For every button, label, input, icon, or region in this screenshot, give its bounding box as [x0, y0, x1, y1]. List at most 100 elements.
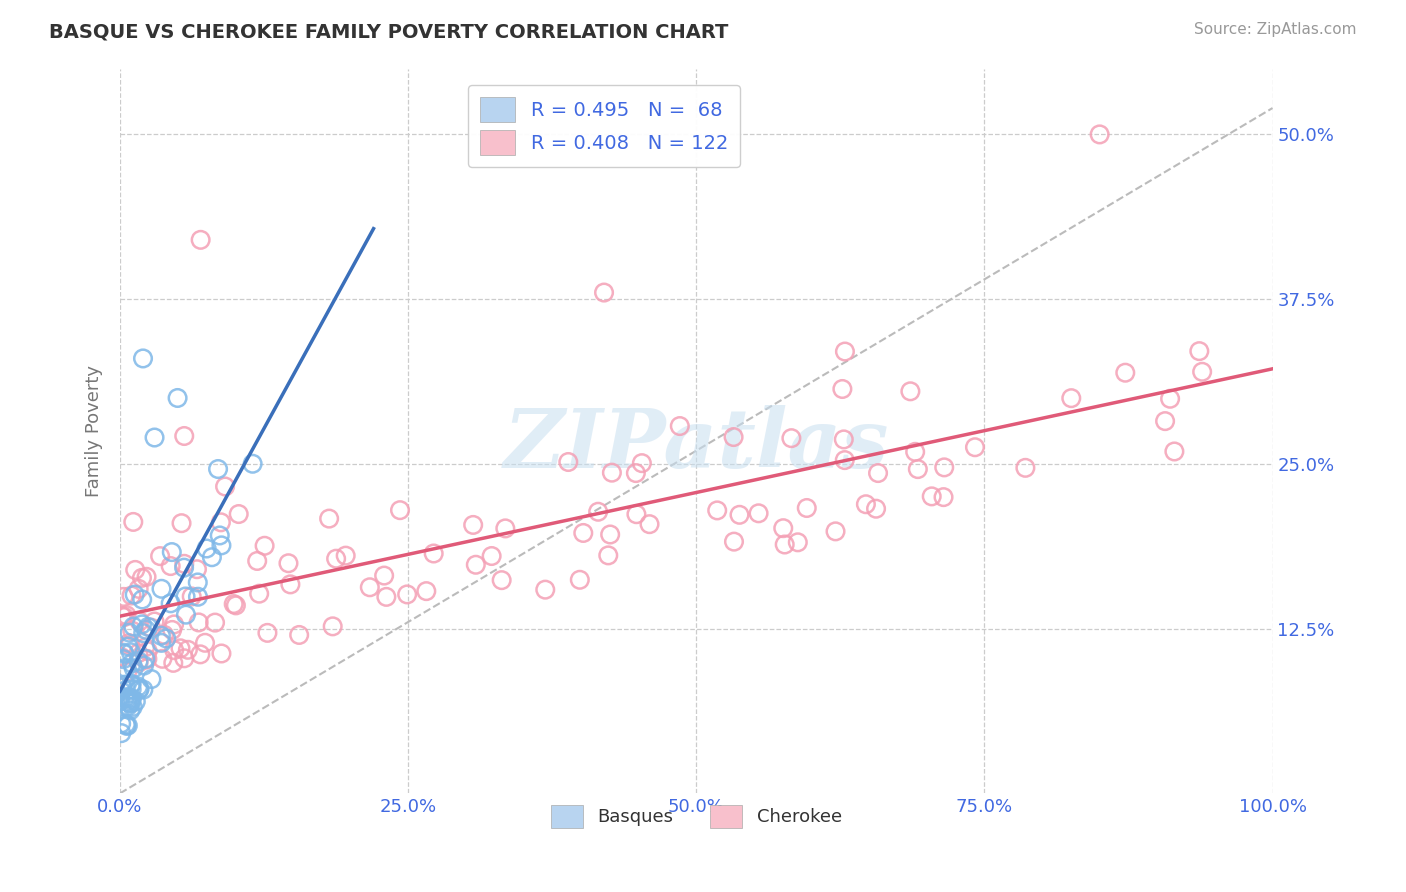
Point [141, 672, 163, 686]
Point [121, 589, 143, 603]
Text: ZIPatlas: ZIPatlas [503, 406, 889, 485]
Point [568, 573, 591, 587]
Point [112, 646, 135, 660]
Point [127, 654, 149, 668]
Point [491, 573, 513, 587]
Point [824, 524, 846, 539]
Point [723, 534, 745, 549]
Point [638, 517, 661, 532]
Point [149, 549, 172, 563]
Point [114, 677, 136, 691]
Point [256, 626, 278, 640]
Point [359, 580, 381, 594]
Point [136, 620, 159, 634]
Point [117, 640, 139, 654]
Point [247, 587, 270, 601]
Point [166, 391, 188, 405]
Point [131, 592, 153, 607]
Point [121, 699, 143, 714]
Point [422, 547, 444, 561]
Point [150, 636, 173, 650]
Point [748, 506, 770, 520]
Point [208, 528, 231, 542]
Point [318, 511, 340, 525]
Point [373, 568, 395, 582]
Point [904, 445, 927, 459]
Point [163, 643, 186, 657]
Point [174, 590, 197, 604]
Point [132, 351, 155, 366]
Point [118, 625, 141, 640]
Point [415, 584, 437, 599]
Point [209, 647, 232, 661]
Point [149, 629, 172, 643]
Point [187, 590, 209, 604]
Point [572, 525, 595, 540]
Point [214, 479, 236, 493]
Point [110, 694, 132, 708]
Point [118, 696, 141, 710]
Point [187, 575, 209, 590]
Point [921, 489, 943, 503]
Point [174, 607, 197, 622]
Point [150, 652, 173, 666]
Point [125, 694, 148, 708]
Point [631, 456, 654, 470]
Legend: Basques, Cherokee: Basques, Cherokee [544, 797, 849, 835]
Point [128, 582, 150, 596]
Point [834, 453, 856, 467]
Point [494, 521, 516, 535]
Point [128, 614, 150, 628]
Point [1114, 366, 1136, 380]
Point [180, 590, 202, 604]
Point [143, 615, 166, 629]
Point [706, 503, 728, 517]
Point [593, 285, 616, 300]
Point [723, 430, 745, 444]
Point [155, 632, 177, 646]
Point [135, 623, 157, 637]
Point [253, 539, 276, 553]
Point [463, 517, 485, 532]
Point [1163, 444, 1185, 458]
Point [624, 466, 647, 480]
Point [831, 382, 853, 396]
Point [932, 490, 955, 504]
Point [136, 652, 159, 666]
Point [115, 719, 138, 733]
Point [201, 550, 224, 565]
Point [120, 645, 142, 659]
Point [121, 682, 143, 697]
Point [277, 556, 299, 570]
Point [225, 599, 247, 613]
Point [118, 638, 141, 652]
Point [557, 455, 579, 469]
Point [162, 656, 184, 670]
Point [898, 384, 921, 399]
Point [159, 596, 181, 610]
Point [131, 617, 153, 632]
Point [160, 545, 183, 559]
Point [132, 682, 155, 697]
Point [796, 501, 818, 516]
Point [114, 661, 136, 675]
Point [1191, 365, 1213, 379]
Point [190, 233, 212, 247]
Point [160, 623, 183, 637]
Point [118, 636, 141, 650]
Point [780, 431, 803, 445]
Point [112, 652, 135, 666]
Y-axis label: Family Poverty: Family Poverty [86, 365, 103, 497]
Point [325, 551, 347, 566]
Point [855, 497, 877, 511]
Point [110, 716, 132, 731]
Point [122, 661, 145, 675]
Point [117, 665, 139, 679]
Point [907, 462, 929, 476]
Point [209, 538, 232, 552]
Point [169, 641, 191, 656]
Point [246, 554, 269, 568]
Text: Source: ZipAtlas.com: Source: ZipAtlas.com [1194, 22, 1357, 37]
Point [834, 344, 856, 359]
Point [728, 508, 751, 522]
